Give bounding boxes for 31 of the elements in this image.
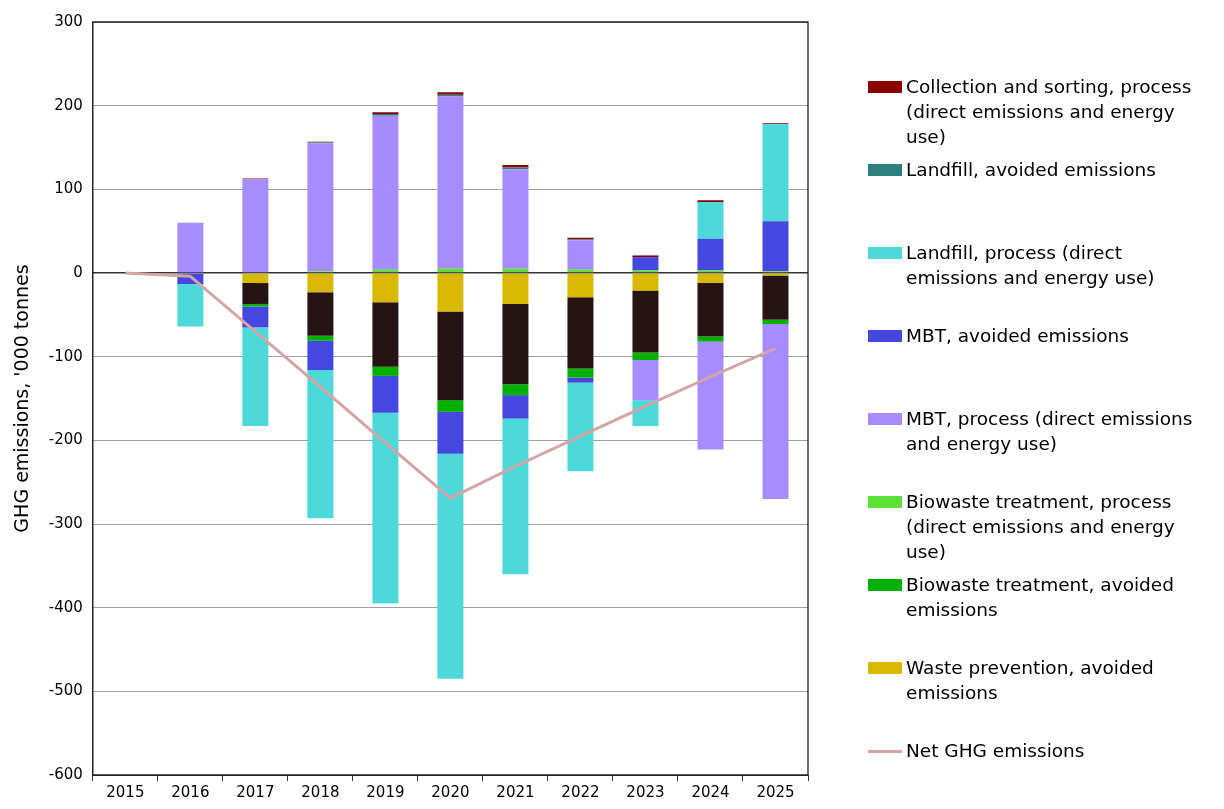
- legend-label: Landfill, avoided emissions: [906, 158, 1156, 182]
- legend-label: Landfill, process (direct emissions and energy use): [906, 241, 1156, 290]
- y-tick-label: -400: [48, 597, 83, 616]
- legend-label: Biowaste treatment, process (direct emissions and energy use): [906, 490, 1176, 564]
- y-tick-label: 300: [54, 11, 83, 30]
- y-tick-label: -300: [48, 513, 83, 532]
- legend-label: MBT, avoided emissions: [906, 324, 1129, 348]
- legend-label: MBT, process (direct emissions and energy use): [906, 407, 1194, 456]
- y-tick-label: 100: [54, 179, 83, 198]
- y-tick-label: -500: [48, 681, 83, 700]
- y-tick-label: -600: [48, 764, 83, 783]
- legend-label: Net GHG emissions: [906, 739, 1085, 763]
- x-tick-label: 2019: [366, 782, 405, 801]
- legend-label: Collection and sorting, process (direct emissions and energy use): [906, 75, 1193, 149]
- x-tick-label: 2024: [691, 782, 730, 801]
- x-tick-label: 2021: [496, 782, 535, 801]
- y-tick-label: 0: [73, 262, 83, 281]
- x-tick-label: 2023: [626, 782, 665, 801]
- x-tick-label: 2020: [431, 782, 470, 801]
- x-tick-label: 2022: [561, 782, 600, 801]
- x-tick-label: 2025: [756, 782, 795, 801]
- y-tick-label: 200: [54, 95, 83, 114]
- x-tick-label: 2018: [301, 782, 340, 801]
- legend-label: Waste prevention, avoided emissions: [906, 656, 1155, 705]
- x-tick-label: 2017: [236, 782, 275, 801]
- x-tick-label: 2015: [106, 782, 145, 801]
- legend-label: Biowaste treatment, avoided emissions: [906, 573, 1175, 622]
- y-tick-label: -200: [48, 430, 83, 449]
- y-axis-title: GHG emissions, '000 tonnes: [10, 264, 33, 533]
- y-tick-label: -100: [48, 346, 83, 365]
- x-tick-label: 2016: [171, 782, 210, 801]
